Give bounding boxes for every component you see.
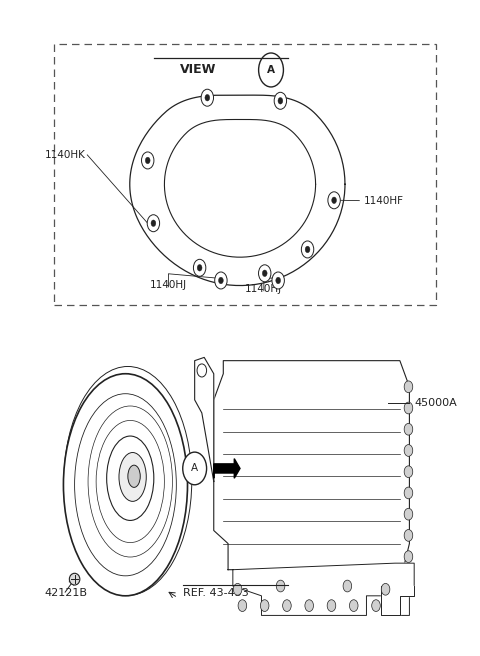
Circle shape bbox=[305, 600, 313, 611]
Circle shape bbox=[272, 272, 284, 289]
Circle shape bbox=[276, 277, 281, 284]
Circle shape bbox=[151, 220, 156, 226]
Circle shape bbox=[215, 272, 227, 289]
Circle shape bbox=[283, 600, 291, 611]
Circle shape bbox=[233, 583, 242, 595]
Circle shape bbox=[404, 551, 413, 562]
Circle shape bbox=[147, 215, 160, 232]
Text: A: A bbox=[267, 65, 275, 75]
Circle shape bbox=[276, 580, 285, 592]
Circle shape bbox=[404, 466, 413, 478]
Circle shape bbox=[260, 600, 269, 611]
Circle shape bbox=[381, 583, 390, 595]
Circle shape bbox=[404, 508, 413, 520]
Circle shape bbox=[218, 277, 223, 284]
Circle shape bbox=[372, 600, 380, 611]
Circle shape bbox=[142, 152, 154, 169]
Circle shape bbox=[404, 423, 413, 435]
Ellipse shape bbox=[69, 573, 80, 585]
Circle shape bbox=[404, 402, 413, 414]
Polygon shape bbox=[195, 358, 214, 482]
Circle shape bbox=[301, 241, 314, 258]
Polygon shape bbox=[165, 119, 315, 257]
Circle shape bbox=[404, 381, 413, 393]
Circle shape bbox=[238, 600, 247, 611]
Circle shape bbox=[404, 529, 413, 541]
Circle shape bbox=[259, 53, 283, 87]
Circle shape bbox=[205, 94, 210, 101]
Polygon shape bbox=[381, 586, 414, 615]
Polygon shape bbox=[214, 361, 409, 569]
Circle shape bbox=[404, 445, 413, 457]
Circle shape bbox=[183, 452, 206, 485]
Circle shape bbox=[274, 92, 287, 110]
Text: REF. 43-453: REF. 43-453 bbox=[183, 588, 249, 598]
Circle shape bbox=[197, 264, 202, 271]
Circle shape bbox=[197, 364, 206, 377]
Circle shape bbox=[332, 197, 336, 203]
Circle shape bbox=[145, 157, 150, 164]
Circle shape bbox=[193, 259, 206, 276]
Circle shape bbox=[278, 98, 283, 104]
Circle shape bbox=[259, 265, 271, 282]
Ellipse shape bbox=[63, 374, 188, 596]
Circle shape bbox=[263, 270, 267, 277]
Polygon shape bbox=[130, 95, 345, 285]
Text: 1140HJ: 1140HJ bbox=[245, 284, 282, 294]
Circle shape bbox=[328, 192, 340, 209]
Circle shape bbox=[343, 580, 352, 592]
Circle shape bbox=[305, 246, 310, 253]
Text: 1140HK: 1140HK bbox=[44, 150, 85, 160]
Polygon shape bbox=[214, 459, 240, 478]
Text: A: A bbox=[191, 463, 198, 474]
Circle shape bbox=[201, 89, 214, 106]
Text: VIEW: VIEW bbox=[180, 64, 216, 77]
Text: 42121B: 42121B bbox=[44, 588, 87, 598]
Circle shape bbox=[327, 600, 336, 611]
Circle shape bbox=[349, 600, 358, 611]
Text: 45000A: 45000A bbox=[414, 398, 457, 408]
Ellipse shape bbox=[119, 453, 146, 501]
Ellipse shape bbox=[128, 465, 140, 487]
Circle shape bbox=[404, 487, 413, 499]
Text: 1140HF: 1140HF bbox=[364, 195, 404, 205]
Text: 1140HJ: 1140HJ bbox=[150, 280, 187, 290]
Polygon shape bbox=[233, 563, 414, 615]
